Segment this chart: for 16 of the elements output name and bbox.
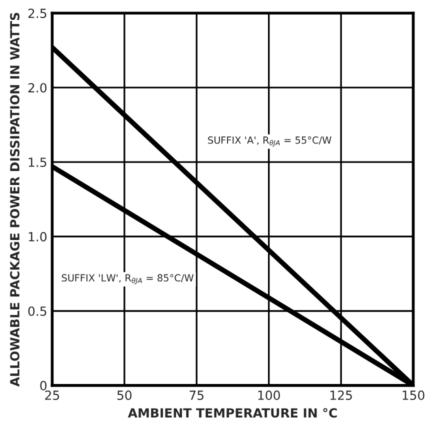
y-tick-label: 1.5 bbox=[28, 158, 46, 167]
annotation: SUFFIX 'A', R$_{θJA}$ = 55°C/W bbox=[208, 136, 332, 147]
y-tick-label: 0.5 bbox=[28, 306, 46, 316]
y-tick-label: 2.0 bbox=[28, 83, 47, 93]
y-tick-label: 2.5 bbox=[28, 8, 46, 18]
x-tick-label: 75 bbox=[190, 390, 204, 400]
y-tick-label: 1.0 bbox=[28, 232, 47, 242]
x-axis-title: AMBIENT TEMPERATURE IN °C bbox=[128, 408, 337, 418]
y-tick-label: 0 bbox=[40, 380, 47, 390]
x-tick-label: 150 bbox=[402, 390, 424, 400]
y-axis-title: ALLOWABLE PACKAGE POWER DISSIPATION IN WATTS bbox=[10, 12, 20, 387]
x-tick-label: 125 bbox=[330, 390, 352, 400]
x-tick-label: 50 bbox=[117, 390, 132, 400]
annotation: SUFFIX 'LW', R$_{θJA}$ = 85°C/W bbox=[62, 274, 194, 284]
x-tick-label: 25 bbox=[45, 390, 60, 400]
x-tick-label: 100 bbox=[258, 390, 280, 400]
